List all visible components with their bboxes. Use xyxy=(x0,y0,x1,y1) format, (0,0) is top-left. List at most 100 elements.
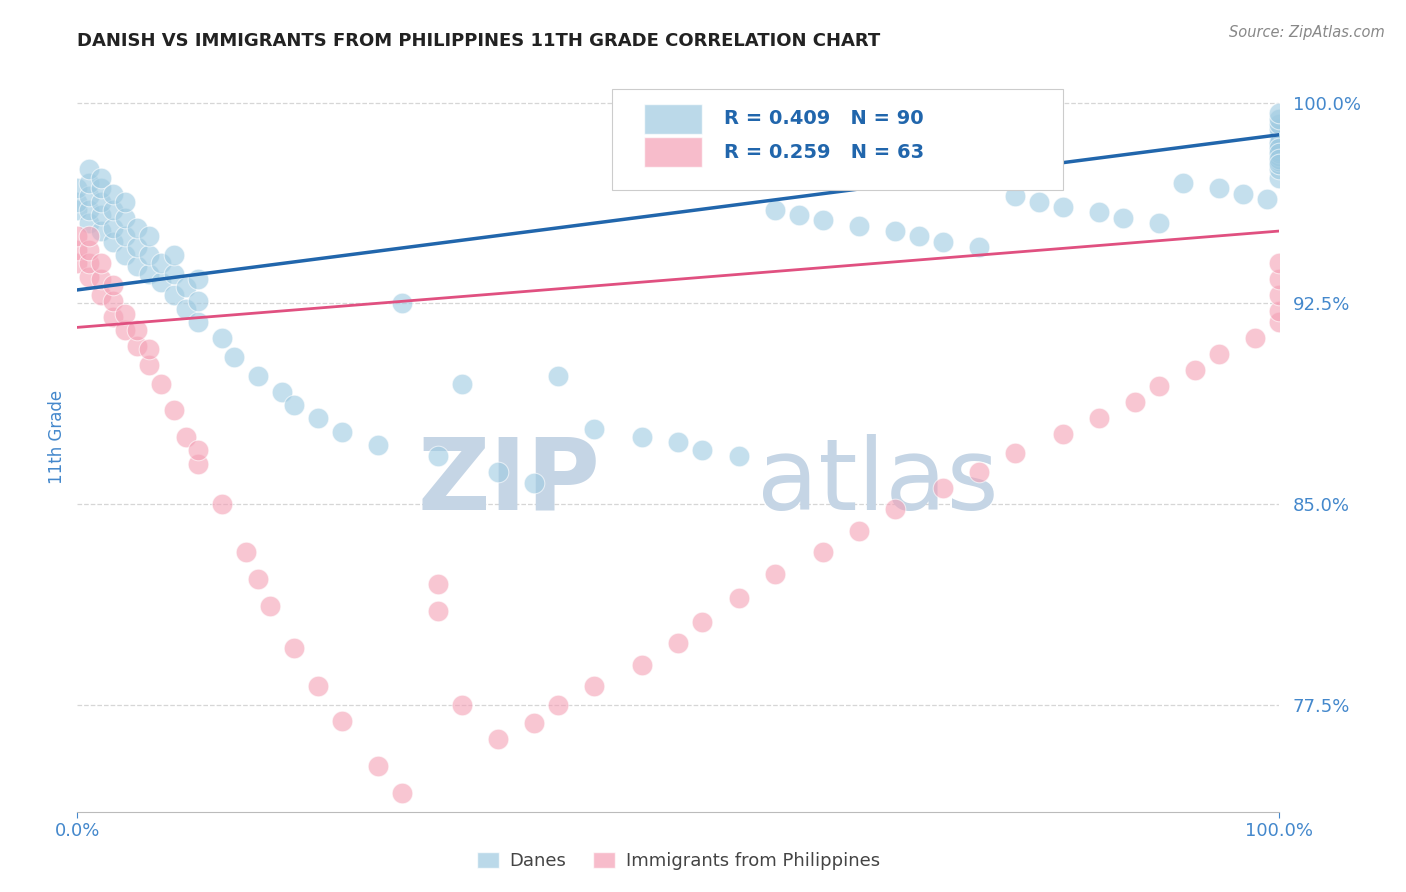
Point xyxy=(90,256,112,270)
Point xyxy=(631,657,654,672)
Point xyxy=(1184,363,1206,377)
Point xyxy=(79,162,101,177)
Point xyxy=(583,422,606,436)
Point xyxy=(79,243,101,257)
Point xyxy=(66,229,89,244)
Point xyxy=(763,202,786,217)
Point xyxy=(66,181,89,195)
Point xyxy=(246,368,269,383)
Point xyxy=(138,358,160,372)
Point xyxy=(727,449,749,463)
Point xyxy=(1028,194,1050,209)
Point xyxy=(103,277,125,292)
FancyBboxPatch shape xyxy=(612,88,1063,190)
Point xyxy=(103,186,125,201)
Point xyxy=(90,170,112,185)
Point xyxy=(90,208,112,222)
Point xyxy=(668,435,690,450)
Point xyxy=(367,759,389,773)
Point xyxy=(1004,189,1026,203)
Point xyxy=(162,267,184,281)
Point xyxy=(908,229,931,244)
Point xyxy=(103,235,125,249)
Point xyxy=(883,224,905,238)
Y-axis label: 11th Grade: 11th Grade xyxy=(48,390,66,484)
FancyBboxPatch shape xyxy=(644,103,703,134)
Point xyxy=(932,481,955,495)
Point xyxy=(848,219,870,233)
Point xyxy=(1268,106,1291,120)
Point xyxy=(127,323,149,337)
Point xyxy=(90,194,112,209)
Point xyxy=(174,301,197,316)
Point xyxy=(391,786,413,800)
Point xyxy=(692,615,714,629)
Point xyxy=(1268,315,1291,329)
Point xyxy=(330,425,353,439)
Point xyxy=(307,679,329,693)
Point xyxy=(727,591,749,605)
Point xyxy=(1052,200,1074,214)
Point xyxy=(427,449,450,463)
Point xyxy=(90,272,112,286)
Point xyxy=(486,732,509,747)
Point xyxy=(186,272,209,286)
Point xyxy=(79,256,101,270)
Point xyxy=(547,698,569,712)
Point xyxy=(66,194,89,209)
Point xyxy=(103,221,125,235)
Point xyxy=(1268,154,1291,169)
Point xyxy=(270,384,292,399)
Point xyxy=(1268,144,1291,158)
FancyBboxPatch shape xyxy=(644,137,703,168)
Point xyxy=(103,310,125,324)
Point xyxy=(235,545,257,559)
Point xyxy=(150,256,173,270)
Point xyxy=(114,248,136,262)
Point xyxy=(486,465,509,479)
Point xyxy=(1088,205,1111,219)
Point xyxy=(1208,181,1230,195)
Point xyxy=(692,443,714,458)
Text: DANISH VS IMMIGRANTS FROM PHILIPPINES 11TH GRADE CORRELATION CHART: DANISH VS IMMIGRANTS FROM PHILIPPINES 11… xyxy=(77,32,880,50)
Point xyxy=(451,698,474,712)
Point xyxy=(211,497,233,511)
Point xyxy=(1232,186,1254,201)
Point xyxy=(1268,157,1291,171)
Point xyxy=(547,368,569,383)
Point xyxy=(631,430,654,444)
Legend: Danes, Immigrants from Philippines: Danes, Immigrants from Philippines xyxy=(470,845,887,878)
Point xyxy=(1208,347,1230,361)
Point xyxy=(1268,146,1291,161)
Point xyxy=(66,202,89,217)
Point xyxy=(932,235,955,249)
Point xyxy=(1268,272,1291,286)
Point xyxy=(103,293,125,308)
Point xyxy=(1268,122,1291,136)
Point xyxy=(1173,176,1195,190)
Point xyxy=(367,438,389,452)
Point xyxy=(330,714,353,728)
Point xyxy=(811,545,834,559)
Point xyxy=(787,208,810,222)
Point xyxy=(79,202,101,217)
Point xyxy=(1268,162,1291,177)
Point xyxy=(114,229,136,244)
Point xyxy=(1268,152,1291,166)
Point xyxy=(967,465,990,479)
Point xyxy=(66,256,89,270)
Point xyxy=(848,524,870,538)
Point xyxy=(1149,216,1171,230)
Point xyxy=(138,229,160,244)
Point xyxy=(1268,112,1291,126)
Point xyxy=(1112,211,1135,225)
Point xyxy=(763,566,786,581)
Point xyxy=(1268,256,1291,270)
Point xyxy=(90,288,112,302)
Point xyxy=(391,296,413,310)
Point xyxy=(162,403,184,417)
Point xyxy=(259,599,281,613)
Point xyxy=(79,229,101,244)
Point xyxy=(222,350,245,364)
Point xyxy=(1268,136,1291,150)
